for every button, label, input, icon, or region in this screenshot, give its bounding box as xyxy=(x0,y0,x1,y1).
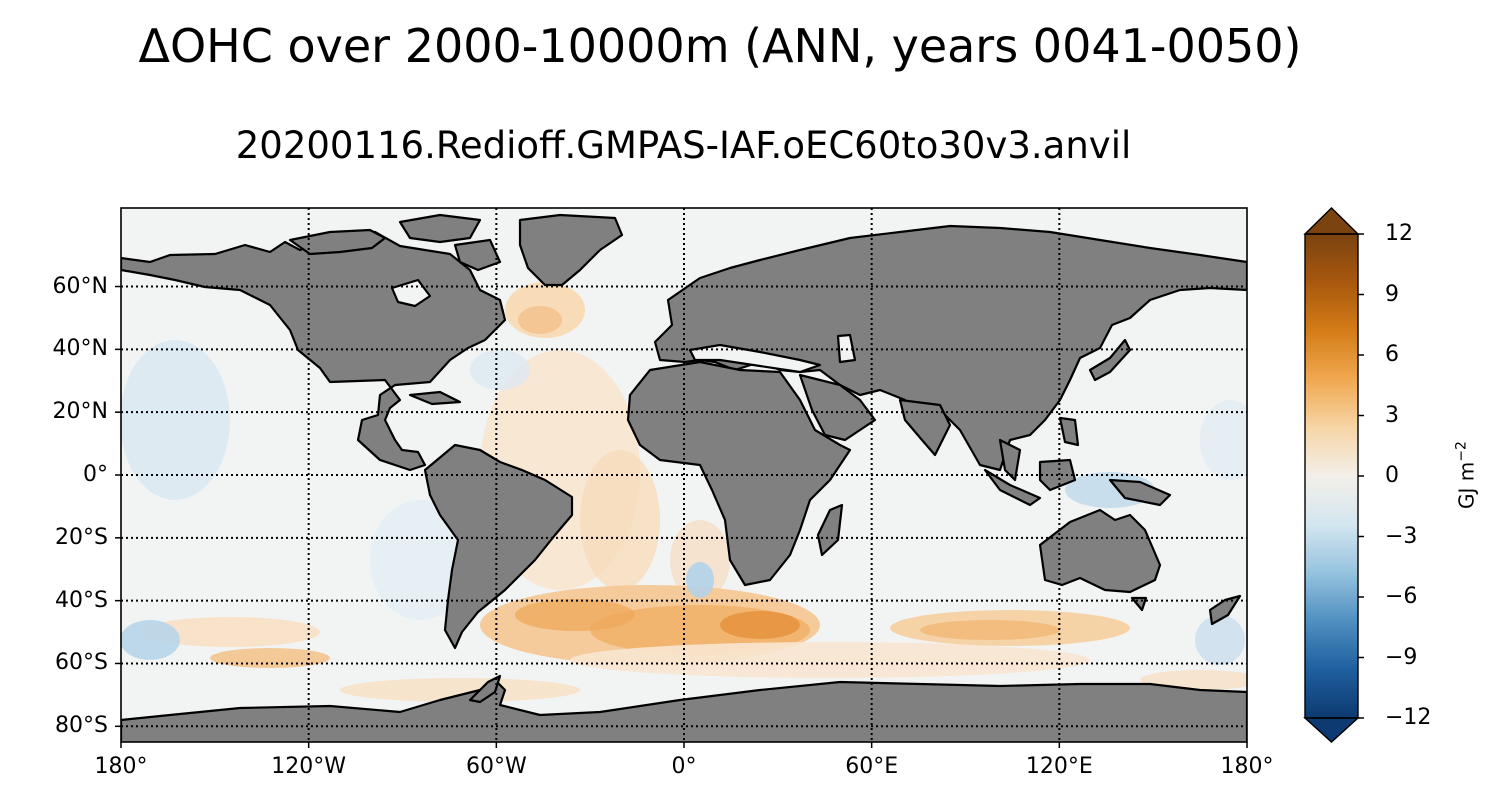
figure-subtitle: 20200116.Redioff.GMPAS-IAF.oEC60to30v3.a… xyxy=(235,124,1132,167)
colorbar-units: GJ m−2 xyxy=(1453,441,1479,509)
lat-tick-label: 60°S xyxy=(55,650,108,676)
lat-tick-label: 40°S xyxy=(55,587,108,613)
colorbar-extend-min xyxy=(1303,717,1360,743)
colorbar-extend-max xyxy=(1303,207,1360,235)
colorbar-ticks xyxy=(1358,233,1364,719)
lon-tick-label: 120°E xyxy=(1025,754,1093,779)
lon-tick-label: 120°W xyxy=(271,754,347,779)
colorbar-tick-label: 9 xyxy=(1385,281,1399,307)
africa xyxy=(626,360,852,587)
arctic-islands xyxy=(288,228,387,256)
colorbar xyxy=(1303,207,1364,743)
lat-tick-label: 80°S xyxy=(55,713,108,739)
gridlines xyxy=(121,208,1247,742)
colorbar-tick-label: −9 xyxy=(1385,644,1418,670)
colorbar-tick-label: 3 xyxy=(1385,402,1399,428)
lat-tick-label: 0° xyxy=(83,462,108,487)
colorbar-tick-label: 0 xyxy=(1385,463,1399,488)
colorbar-tick-label: −3 xyxy=(1385,523,1418,549)
lon-tick-label: 180° xyxy=(1220,754,1274,779)
greenland xyxy=(518,213,624,287)
lat-tick-label: 20°S xyxy=(55,524,108,550)
lat-tick-label: 40°N xyxy=(52,336,108,362)
axis-ticks xyxy=(115,285,1248,748)
colorbar-tick-label: −6 xyxy=(1385,584,1418,609)
lon-tick-label: 0° xyxy=(671,754,697,779)
lat-tick-label: 20°N xyxy=(52,399,108,425)
lon-tick-label: 180° xyxy=(94,754,148,779)
lon-tick-label: 60°W xyxy=(465,754,527,779)
figure-title: ΔOHC over 2000-10000m (ANN, years 0041-0… xyxy=(138,19,1302,73)
lat-tick-label: 60°N xyxy=(52,273,108,299)
australia xyxy=(1038,508,1162,594)
lon-tick-label: 60°E xyxy=(845,754,899,779)
colorbar-tick-label: 6 xyxy=(1385,342,1399,367)
map-frame xyxy=(120,207,1248,743)
map-panel xyxy=(115,207,1248,748)
colorbar-tick-label: −12 xyxy=(1385,705,1432,730)
colorbar-scale xyxy=(1305,234,1358,718)
colorbar-tick-label: 12 xyxy=(1385,221,1413,246)
south-america xyxy=(423,443,574,650)
